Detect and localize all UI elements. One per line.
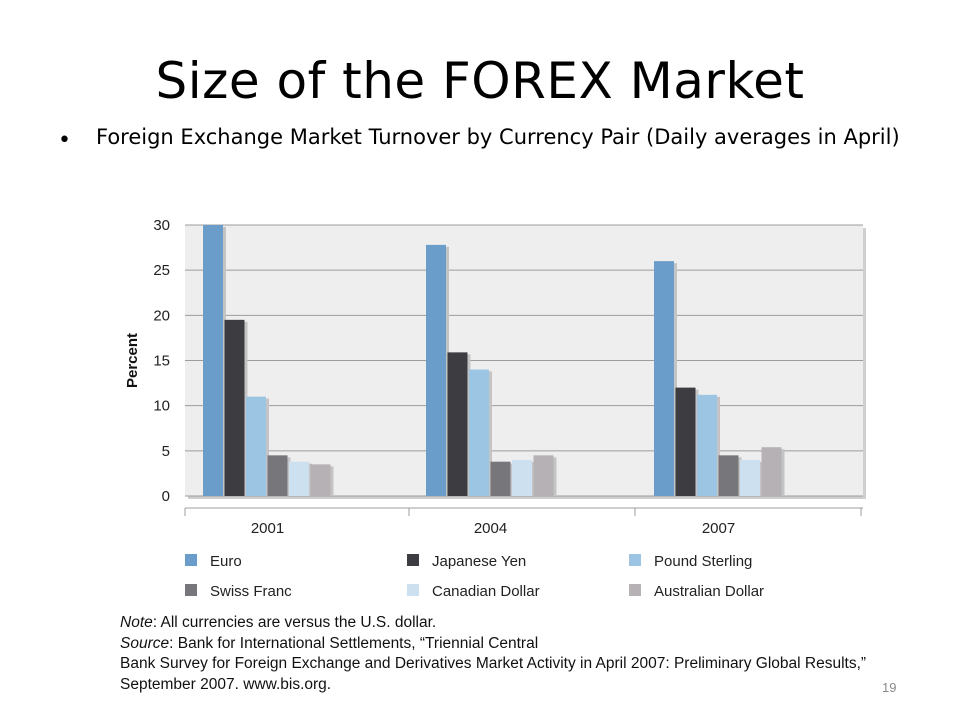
bullet-text: Foreign Exchange Market Turnover by Curr…: [96, 125, 900, 149]
y-tick-label: 20: [153, 307, 170, 324]
legend-label: Canadian Dollar: [432, 583, 540, 600]
y-tick-label: 10: [153, 398, 170, 415]
bar: [675, 387, 696, 496]
bar: [654, 261, 674, 496]
legend-swatch: [407, 554, 419, 566]
x-tick-label: 2004: [474, 520, 507, 537]
legend-label: Japanese Yen: [432, 553, 526, 570]
legend-swatch: [629, 584, 641, 596]
source-line: Source: Bank for International Settlemen…: [120, 634, 539, 652]
x-tick-label: 2001: [251, 520, 284, 537]
bar: [533, 455, 554, 496]
turnover-bar-chart: 0 5 10 15 20 25 30 Percent 2001 2004 2007 Euro Japan…: [124, 217, 866, 600]
y-tick-label: 5: [162, 443, 170, 460]
bar: [426, 244, 446, 496]
bar: [267, 455, 288, 496]
bar: [512, 459, 532, 496]
y-tick-label: 30: [153, 217, 170, 234]
y-tick-label: 0: [162, 488, 170, 505]
page-number: 19: [882, 680, 897, 695]
note-label: Note: [120, 614, 153, 631]
note-line: Note: All currencies are versus the U.S.…: [120, 614, 437, 631]
bullet-dot: •: [58, 128, 71, 153]
bar: [289, 461, 309, 496]
legend-swatch: [407, 584, 419, 596]
legend-label: Swiss Franc: [210, 583, 292, 600]
legend-swatch: [185, 584, 197, 596]
legend-label: Australian Dollar: [654, 583, 764, 600]
slide-title: Size of the FOREX Market: [155, 52, 805, 110]
legend-label: Pound Sterling: [654, 553, 752, 570]
chart-note: Note: All currencies are versus the U.S.…: [120, 613, 920, 695]
source-text-1: Bank for International Settlements, “Tri…: [177, 634, 539, 652]
bar: [203, 225, 223, 496]
bar: [447, 352, 468, 496]
bar: [718, 455, 739, 496]
bar: [761, 447, 782, 496]
bar: [469, 369, 489, 496]
legend-label: Euro: [210, 553, 242, 570]
bar: [310, 464, 331, 496]
source-text-2: Bank Survey for Foreign Exchange and Der…: [120, 655, 867, 672]
y-tick-label: 25: [153, 262, 170, 279]
legend-swatch: [185, 554, 197, 566]
legend-swatch: [629, 554, 641, 566]
bar: [697, 394, 717, 496]
bar: [490, 461, 511, 496]
y-tick-label: 15: [153, 353, 170, 370]
y-axis-label: Percent: [124, 333, 141, 388]
bar: [246, 396, 266, 496]
bar: [740, 459, 760, 496]
x-tick-label: 2007: [702, 520, 735, 537]
source-label: Source: [120, 634, 170, 652]
note-text: All currencies are versus the U.S. dolla…: [160, 614, 437, 631]
source-text-3: September 2007. www.bis.org.: [120, 675, 332, 693]
bar: [224, 319, 245, 496]
